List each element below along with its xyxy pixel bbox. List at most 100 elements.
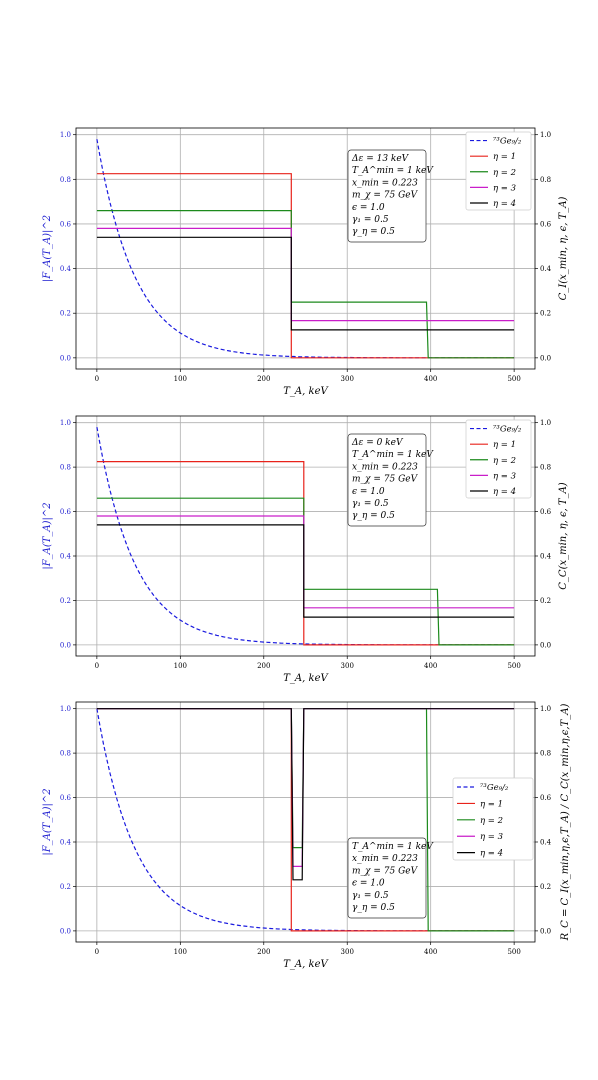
y-tick-label-left: 0.2 [60,310,71,318]
x-tick-label: 0 [95,948,99,956]
series-eta4-line [96,236,515,331]
x-tick-label: 300 [341,375,354,383]
annotation-line: γ_η = 0.5 [352,511,395,521]
legend-label: ⁷³Ge₉/₂ [480,783,509,793]
annotation-line: T_A^min = 1 keV [352,842,434,852]
y-tick-label-left: 0.8 [60,464,71,472]
annotation-line: Δε = 0 keV [351,438,404,448]
legend-label: η = 1 [493,152,516,162]
x-axis-label: T_A, keV [283,673,329,684]
x-axis-label: T_A, keV [283,386,329,397]
y-tick-label-left: 0.0 [60,354,71,362]
y-tick-label-right: 0.0 [540,354,551,362]
axes-frame [75,701,536,943]
series-eta4-line [96,524,515,618]
annotation-box [347,433,427,527]
series-eta1-line [96,708,515,932]
series-eta3-line [96,515,515,609]
y-tick-label-left: 1.0 [60,419,71,427]
annotation-line: γ₁ = 0.5 [352,499,389,509]
legend-label: η = 3 [480,832,503,842]
y-tick-label-right: 0.0 [540,927,551,935]
axes-frame [75,127,536,370]
annotation-line: ϵ = 1.0 [352,487,385,497]
y-tick-label-left: 0.6 [60,508,72,516]
annotation-line: x_min = 0.223 [352,854,418,864]
y-axis-label-right: C_C(x_min, η, ϵ, T_A) [558,482,569,590]
y-tick-label-right: 1.0 [540,705,551,713]
x-tick-label: 100 [174,662,187,670]
x-tick-label: 500 [507,375,520,383]
x-tick-label: 500 [507,662,520,670]
y-tick-label-right: 0.6 [540,794,552,802]
y-tick-label-left: 0.4 [60,839,72,847]
panel-3: 0 100 200 300 400 500 0.0 0.0 0.2 0.2 0.4 0.4 0.6 0.6… [42,701,571,970]
axes-frame [75,415,536,657]
annotation-line: x_min = 0.223 [352,462,418,472]
x-axis-label: T_A, keV [283,959,329,970]
series-form-factor-line [96,426,515,646]
series-eta2-line [96,210,515,359]
y-axis-label-right: R_C = C_I(x_min,η,ϵ,T_A) / C_C(x_min,η,ϵ… [560,704,571,942]
y-tick-label-right: 1.0 [540,131,551,139]
y-axis-label-right: C_I(x_min, η, ϵ, T_A) [558,197,569,301]
y-tick-label-right: 0.6 [540,508,552,516]
y-tick-label-right: 0.6 [540,220,552,228]
x-tick-label: 0 [95,662,99,670]
x-tick-label: 200 [257,948,270,956]
legend-box [465,419,532,499]
y-tick-label-left: 0.2 [60,597,71,605]
annotation-box [347,149,427,243]
legend-label: η = 3 [493,471,516,481]
y-tick-label-right: 0.8 [540,176,551,184]
series-form-factor-line [96,708,515,932]
legend-label: η = 3 [493,183,516,193]
annotation-box [347,837,427,919]
x-tick-label: 400 [424,662,437,670]
y-tick-label-left: 0.0 [60,927,71,935]
x-tick-label: 100 [174,375,187,383]
y-axis-label-left: |F_A(T_A)|^2 [42,788,53,855]
legend-label: ⁷³Ge₉/₂ [493,425,522,435]
y-tick-label-right: 0.8 [540,750,551,758]
y-tick-label-right: 0.8 [540,464,551,472]
y-tick-label-left: 0.2 [60,883,71,891]
annotation-line: T_A^min = 1 keV [352,166,434,176]
legend-label: η = 1 [493,440,516,450]
y-tick-label-left: 0.8 [60,176,71,184]
legend-label: η = 2 [480,816,503,826]
y-tick-label-left: 0.6 [60,220,72,228]
x-tick-label: 200 [257,662,270,670]
y-tick-label-left: 0.8 [60,750,71,758]
y-axis-label-left: |F_A(T_A)|^2 [42,502,53,569]
y-tick-label-right: 0.4 [540,839,552,847]
legend-box [465,131,532,211]
y-tick-label-left: 0.4 [60,553,72,561]
series-eta3-line [96,227,515,322]
series-form-factor-line [96,139,515,359]
annotation-line: x_min = 0.223 [352,178,418,188]
annotation-line: m_χ = 75 GeV [352,866,419,876]
series-eta2-line [96,708,515,932]
annotation-line: m_χ = 75 GeV [352,191,419,201]
legend-label: ⁷³Ge₉/₂ [493,137,522,147]
y-tick-label-right: 0.2 [540,597,551,605]
annotation-line: γ_η = 0.5 [352,227,395,237]
legend-label: η = 2 [493,456,516,466]
legend-label: η = 4 [493,487,516,497]
annotation-line: m_χ = 75 GeV [352,475,419,485]
legend-label: η = 4 [480,849,503,859]
y-tick-label-left: 0.6 [60,794,72,802]
y-tick-label-left: 0.4 [60,265,72,273]
series-eta4-line [96,708,515,881]
x-tick-label: 400 [424,948,437,956]
legend-label: η = 2 [493,168,516,178]
x-tick-label: 400 [424,375,437,383]
y-tick-label-right: 0.4 [540,265,552,273]
series-eta3-line [96,708,515,867]
y-tick-label-right: 1.0 [540,419,551,427]
y-tick-label-right: 0.2 [540,883,551,891]
y-tick-label-left: 1.0 [60,705,71,713]
